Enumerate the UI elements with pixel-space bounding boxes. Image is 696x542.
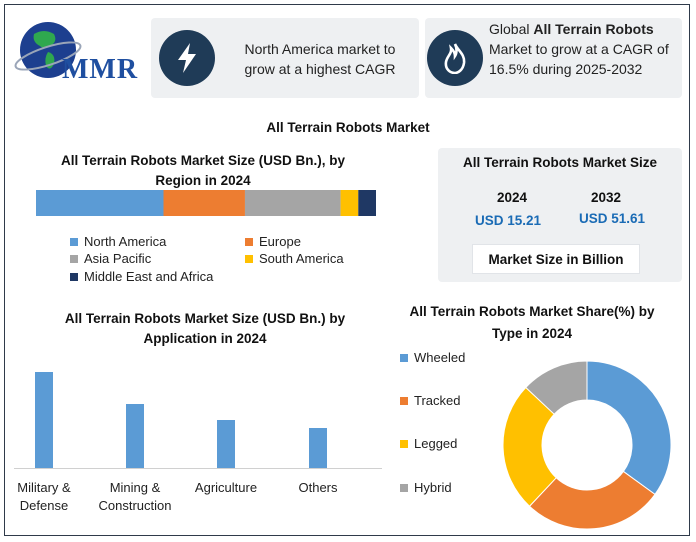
year-2032: 2032 bbox=[590, 190, 622, 205]
highlight-suffix: Market to grow at a CAGR of 16.5% during… bbox=[489, 41, 669, 77]
legend-item-north-america: North America bbox=[70, 234, 166, 249]
highlight-bold: All Terrain Robots bbox=[533, 21, 654, 37]
market-size-card: All Terrain Robots Market Size 2024 2032… bbox=[438, 148, 682, 282]
region-segment-south-america bbox=[340, 190, 359, 216]
market-size-footer: Market Size in Billion bbox=[488, 252, 624, 267]
page-frame bbox=[4, 4, 690, 536]
donut-slice-tracked bbox=[528, 470, 656, 530]
x-tick-label-agriculture: Agriculture bbox=[194, 480, 258, 495]
globe-icon bbox=[14, 22, 82, 78]
bar-agriculture bbox=[217, 420, 235, 468]
highlight-card-growth: Global All Terrain Robots Market to grow… bbox=[425, 18, 682, 98]
x-tick-label-others: Others bbox=[298, 480, 338, 495]
highlight-card-cagr: North America market to grow at a highes… bbox=[151, 18, 419, 98]
legend-swatch bbox=[70, 254, 78, 263]
legend-label: South America bbox=[259, 251, 344, 266]
legend-swatch bbox=[400, 439, 408, 448]
legend-label: Tracked bbox=[414, 393, 461, 408]
legend-item-south-america: South America bbox=[245, 251, 344, 266]
value-2032: USD 51.61 bbox=[578, 211, 646, 226]
legend-item-legged: Legged bbox=[400, 436, 457, 451]
legend-swatch bbox=[245, 237, 253, 246]
region-segment-asia-pacific bbox=[244, 190, 341, 216]
region-segment-middle-east-and-africa bbox=[358, 190, 376, 216]
legend-swatch bbox=[400, 353, 408, 362]
region-segment-europe bbox=[163, 190, 245, 216]
bar-others bbox=[309, 428, 327, 468]
x-tick-label-military-defense: Military & Defense bbox=[17, 480, 71, 513]
highlight-prefix: Global bbox=[489, 21, 534, 37]
legend-swatch bbox=[70, 237, 78, 246]
bar-mining-construction bbox=[126, 404, 144, 468]
market-size-footer-box bbox=[472, 244, 640, 274]
legend-item-asia-pacific: Asia Pacific bbox=[70, 251, 151, 266]
logo-text: MMR bbox=[62, 54, 139, 85]
legend-label: Hybrid bbox=[414, 480, 452, 495]
x-tick-label-mining-construction: Mining & Construction bbox=[98, 480, 172, 513]
lightning-bolt-icon bbox=[159, 30, 215, 86]
legend-swatch bbox=[70, 272, 78, 281]
legend-label: North America bbox=[84, 234, 167, 249]
legend-label: Legged bbox=[414, 436, 458, 451]
highlight-text: Global All Terrain Robots Market to grow… bbox=[489, 18, 681, 79]
legend-swatch bbox=[400, 483, 408, 492]
legend-item-wheeled: Wheeled bbox=[400, 350, 465, 365]
legend-label: Middle East and Africa bbox=[84, 269, 214, 284]
region-stacked-bar bbox=[36, 190, 376, 216]
application-bar-chart bbox=[14, 372, 382, 469]
highlight-text: North America market to grow at a highes… bbox=[244, 41, 396, 77]
legend-swatch bbox=[400, 396, 408, 405]
type-donut-chart bbox=[502, 360, 672, 530]
legend-label: Wheeled bbox=[414, 350, 466, 365]
type-chart-title: All Terrain Robots Market Share(%) by Ty… bbox=[409, 304, 655, 341]
legend-swatch bbox=[245, 254, 253, 263]
donut-slice-hybrid bbox=[525, 360, 588, 415]
value-2024: USD 15.21 bbox=[474, 213, 542, 228]
application-chart-title: All Terrain Robots Market Size (USD Bn.)… bbox=[64, 311, 346, 346]
company-logo: MMR bbox=[12, 14, 142, 88]
year-2024: 2024 bbox=[496, 190, 528, 205]
donut-slice-legged bbox=[502, 386, 557, 507]
donut-slice-wheeled bbox=[586, 360, 672, 496]
legend-label: Europe bbox=[259, 234, 301, 249]
legend-item-hybrid: Hybrid bbox=[400, 480, 452, 495]
legend-item-tracked: Tracked bbox=[400, 393, 460, 408]
region-chart-title: All Terrain Robots Market Size (USD Bn.)… bbox=[60, 153, 346, 188]
main-title: All Terrain Robots Market bbox=[266, 120, 430, 135]
market-size-title: All Terrain Robots Market Size bbox=[462, 155, 658, 170]
legend-item-europe: Europe bbox=[245, 234, 301, 249]
legend-item-middle-east-and-africa: Middle East and Africa bbox=[70, 269, 213, 284]
bar-military-defense bbox=[35, 372, 53, 468]
region-segment-north-america bbox=[36, 190, 164, 216]
flame-icon bbox=[427, 30, 483, 86]
legend-label: Asia Pacific bbox=[84, 251, 152, 266]
